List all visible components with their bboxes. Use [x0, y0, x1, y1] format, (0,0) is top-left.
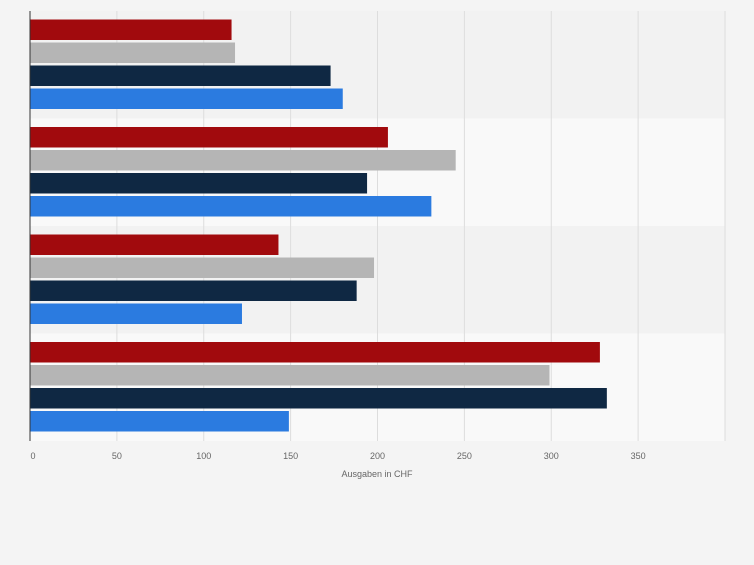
x-tick-label: 150 [283, 451, 298, 461]
bar [30, 65, 331, 86]
bar [30, 365, 550, 386]
bar [30, 280, 357, 301]
bar [30, 342, 600, 363]
x-tick-label: 250 [457, 451, 472, 461]
bar [30, 19, 232, 40]
x-tick-label: 200 [370, 451, 385, 461]
x-tick-labels: 0 50 100 150 200 250 300 350 [30, 451, 645, 461]
bar [30, 411, 289, 432]
bar [30, 257, 375, 278]
x-tick-label: 300 [544, 451, 559, 461]
x-tick-label: 100 [196, 451, 211, 461]
bar [30, 196, 432, 217]
bar [30, 127, 388, 148]
bar [30, 42, 236, 63]
bar [30, 303, 242, 324]
x-tick-label: 0 [30, 451, 35, 461]
x-tick-label: 50 [112, 451, 122, 461]
bar [30, 150, 456, 171]
bar [30, 173, 368, 194]
bars [30, 19, 607, 432]
bar [30, 88, 343, 109]
bar [30, 388, 607, 409]
x-axis-label: Ausgaben in CHF [341, 469, 413, 479]
bar [30, 234, 279, 255]
x-tick-label: 350 [631, 451, 646, 461]
